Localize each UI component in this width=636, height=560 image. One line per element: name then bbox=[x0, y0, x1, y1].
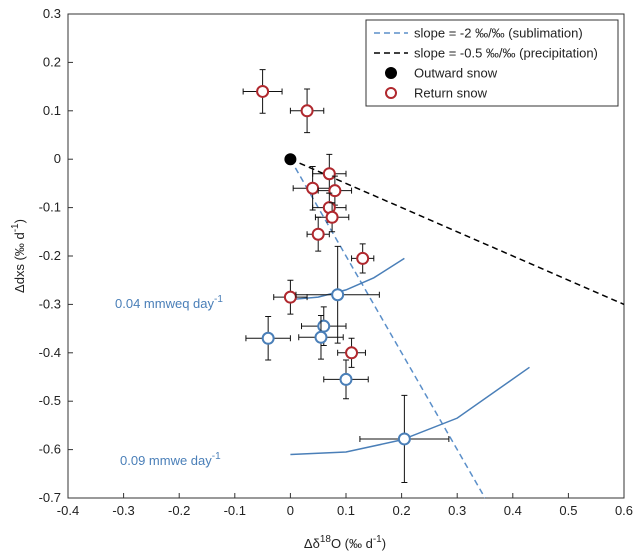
point bbox=[283, 290, 297, 304]
x-label-sup: -1 bbox=[373, 534, 382, 545]
point bbox=[261, 331, 275, 345]
annotation: 0.09 mmwe day-1 bbox=[120, 451, 221, 468]
legend-label: Return snow bbox=[414, 86, 488, 101]
y-tick-label: 0.3 bbox=[43, 6, 61, 21]
slope-line bbox=[289, 158, 486, 499]
y-label-text: Δdxs (‰ d bbox=[12, 232, 27, 293]
legend-swatch bbox=[385, 87, 397, 99]
x-tick-label: -0.1 bbox=[224, 503, 246, 518]
y-tick-label: 0.1 bbox=[43, 103, 61, 118]
y-tick-label: 0 bbox=[54, 151, 61, 166]
point bbox=[328, 184, 342, 198]
point bbox=[306, 181, 320, 195]
point bbox=[356, 251, 370, 265]
legend-label: Outward snow bbox=[414, 66, 498, 81]
point bbox=[256, 84, 270, 98]
x-label-sup: 18 bbox=[320, 534, 332, 545]
x-tick-label: 0.3 bbox=[448, 503, 466, 518]
legend-swatch bbox=[385, 67, 397, 79]
point bbox=[284, 153, 297, 166]
slope-line bbox=[290, 158, 625, 306]
x-tick-label: 0.1 bbox=[337, 503, 355, 518]
y-tick-label: -0.5 bbox=[39, 393, 61, 408]
y-label-sup: -1 bbox=[10, 223, 21, 232]
curve bbox=[290, 257, 405, 301]
annotation-sup: -1 bbox=[214, 294, 223, 305]
point bbox=[331, 288, 345, 302]
y-tick-label: 0.2 bbox=[43, 54, 61, 69]
point bbox=[322, 167, 336, 181]
y-tick-label: -0.2 bbox=[39, 248, 61, 263]
annotation: 0.04 mmweq day-1 bbox=[115, 294, 223, 311]
y-tick-label: -0.3 bbox=[39, 296, 61, 311]
annotation-text: 0.04 mmweq day bbox=[115, 296, 214, 311]
point bbox=[317, 319, 331, 333]
legend-box bbox=[365, 19, 619, 107]
y-axis-label: Δdxs (‰ d-1) bbox=[10, 219, 27, 293]
x-tick-label: 0 bbox=[287, 503, 294, 518]
y-tick-label: -0.7 bbox=[39, 490, 61, 505]
point bbox=[300, 104, 314, 118]
x-tick-label: 0.2 bbox=[393, 503, 411, 518]
x-axis-label: Δδ18O (‰ d-1) bbox=[304, 534, 386, 551]
point bbox=[397, 432, 411, 446]
legend-label: slope = -2 ‰/‰ (sublimation) bbox=[414, 26, 583, 41]
y-tick-label: -0.6 bbox=[39, 442, 61, 457]
y-tick-label: -0.4 bbox=[39, 345, 61, 360]
x-label-text: O (‰ d bbox=[331, 536, 373, 551]
x-tick-label: 0.4 bbox=[504, 503, 522, 518]
point bbox=[325, 210, 339, 224]
x-tick-label: -0.2 bbox=[168, 503, 190, 518]
point bbox=[345, 346, 359, 360]
point bbox=[314, 330, 328, 344]
y-tick-label: -0.1 bbox=[39, 200, 61, 215]
point bbox=[339, 372, 353, 386]
y-label-text: ) bbox=[12, 219, 27, 223]
annotation-text: 0.09 mmwe day bbox=[120, 453, 212, 468]
point bbox=[311, 227, 325, 241]
x-label-text: Δδ bbox=[304, 536, 320, 551]
x-tick-label: -0.3 bbox=[112, 503, 134, 518]
annotation-sup: -1 bbox=[212, 451, 221, 462]
x-tick-label: -0.4 bbox=[57, 503, 79, 518]
x-label-text: ) bbox=[382, 536, 386, 551]
legend-label: slope = -0.5 ‰/‰ (precipitation) bbox=[414, 46, 598, 61]
x-tick-label: 0.5 bbox=[559, 503, 577, 518]
x-tick-label: 0.6 bbox=[615, 503, 633, 518]
